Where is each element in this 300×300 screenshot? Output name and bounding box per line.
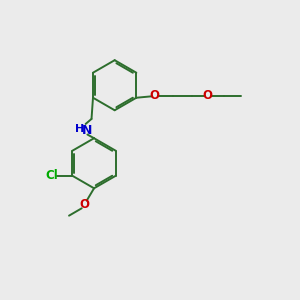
Text: O: O [150, 88, 160, 102]
Text: O: O [202, 88, 212, 102]
Text: Cl: Cl [45, 169, 58, 182]
Text: H: H [74, 124, 84, 134]
Text: N: N [82, 124, 93, 137]
Text: O: O [79, 198, 89, 211]
